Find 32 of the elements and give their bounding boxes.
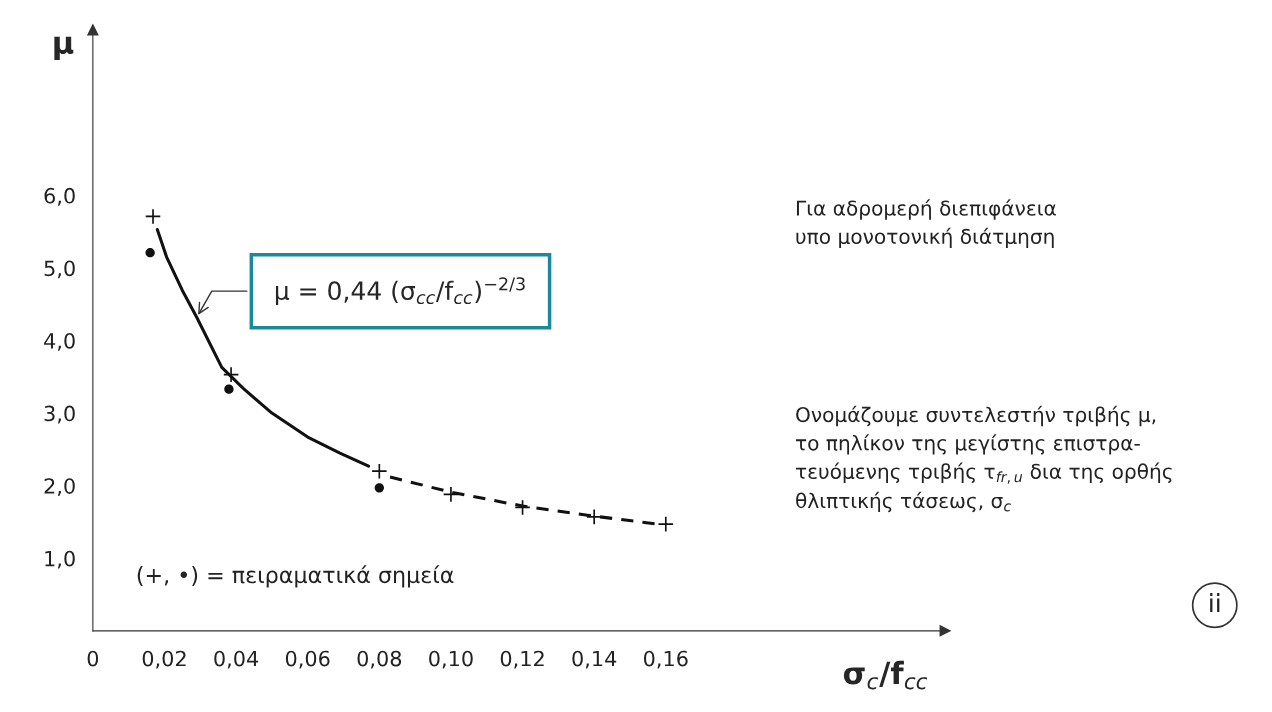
point (224, 384, 234, 394)
annotation: (+, •) = πειραματικά σημεία (137, 565, 454, 588)
point (374, 483, 384, 493)
x-axis-title: σ$_{c}$/f$_{cc}$ (843, 660, 928, 690)
point (371, 463, 388, 480)
y-tick-label: 2,0 (44, 478, 75, 497)
point (222, 366, 240, 383)
y-tick-label: 3,0 (44, 405, 75, 424)
x-tick-label: 0,06 (285, 650, 330, 669)
text: Ονομάζουμε συντελεστήν τριβής μ, το πηλίκον της μεγίστης επιστρα- τευόμενης τριβής τ$_{fr,u}$ δια της ορθής θλιπτικής τάσεως, σ$_{c}$ (795, 405, 1172, 513)
y-tick-label: 6,0 (44, 187, 75, 206)
point (144, 208, 162, 225)
x-tick-label: 0,12 (500, 650, 544, 669)
point (145, 248, 155, 258)
y-tick-label: 4,0 (44, 332, 75, 351)
point (442, 486, 460, 503)
x-tick-label: 0,04 (214, 650, 259, 669)
annotation: Για αδρομερή διεπιφάνεια υπο μονοτονική διάτμηση (796, 199, 1056, 249)
x-tick-label: 0,08 (357, 650, 402, 669)
text: ii (1210, 593, 1220, 613)
x-tick-label: 0,02 (142, 650, 186, 669)
x-tick-label: 0,14 (572, 650, 617, 669)
x-tick-label: 0,10 (429, 650, 473, 669)
y-axis-title: μ (54, 36, 74, 60)
y-tick-label: 5,0 (44, 260, 75, 279)
point (586, 508, 603, 526)
y-tick-label: 1,0 (45, 550, 75, 569)
x-tick-label: 0,16 (643, 650, 688, 669)
x-tick-label: 0 (87, 650, 99, 667)
point (514, 499, 531, 516)
point (657, 516, 674, 533)
annotation: μ = 0,44 (σ$_{cc}$/f$_{cc}$)$^{−2/3}$ (275, 277, 525, 305)
